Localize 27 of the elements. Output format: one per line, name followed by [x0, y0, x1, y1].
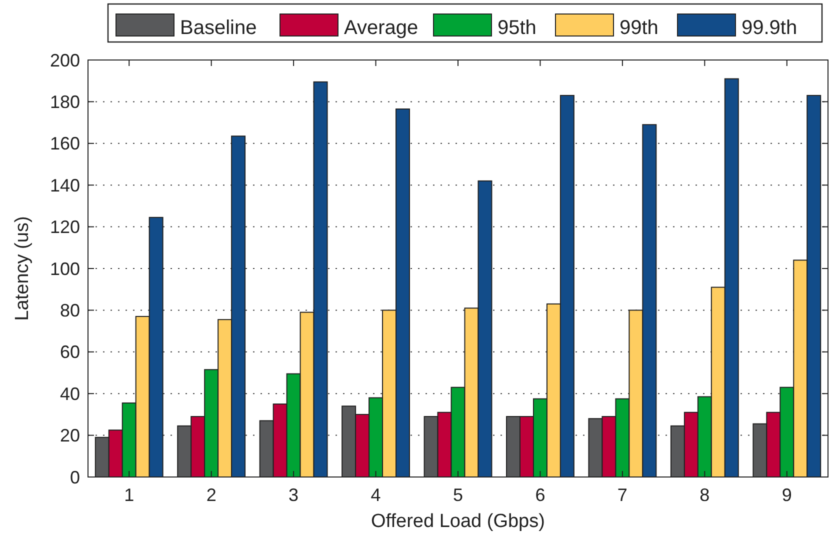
y-tick-label: 20 — [60, 426, 80, 446]
legend-label: Baseline — [180, 17, 257, 39]
x-tick-label: 3 — [288, 485, 299, 505]
x-tick-label: 7 — [617, 485, 628, 505]
x-axis-title: Offered Load (Gbps) — [371, 511, 545, 532]
y-tick-label: 200 — [50, 50, 80, 70]
y-axis-title: Latency (us) — [12, 216, 33, 321]
x-tick-label: 8 — [700, 485, 710, 505]
legend-label: 99th — [620, 17, 658, 39]
x-tick-label: 6 — [535, 485, 546, 505]
y-tick-label: 160 — [50, 134, 80, 154]
y-tick-label: 40 — [60, 384, 80, 404]
legend-label: 95th — [498, 17, 536, 39]
y-tick-label: 180 — [50, 92, 80, 112]
legend-label: Average — [344, 17, 418, 39]
y-tick-label: 0 — [70, 467, 80, 488]
y-tick-label: 80 — [60, 300, 80, 320]
y-tick-label: 60 — [60, 342, 80, 362]
x-tick-label: 5 — [452, 485, 464, 505]
y-tick-label: 140 — [50, 175, 80, 196]
legend-label: 99.9th — [742, 17, 798, 39]
y-tick-label: 120 — [50, 217, 80, 238]
x-tick-label: 9 — [782, 485, 792, 505]
x-tick-label: 1 — [124, 485, 134, 505]
x-tick-label: 4 — [370, 485, 381, 505]
y-tick-label: 100 — [50, 258, 80, 279]
x-tick-label: 2 — [206, 485, 216, 505]
